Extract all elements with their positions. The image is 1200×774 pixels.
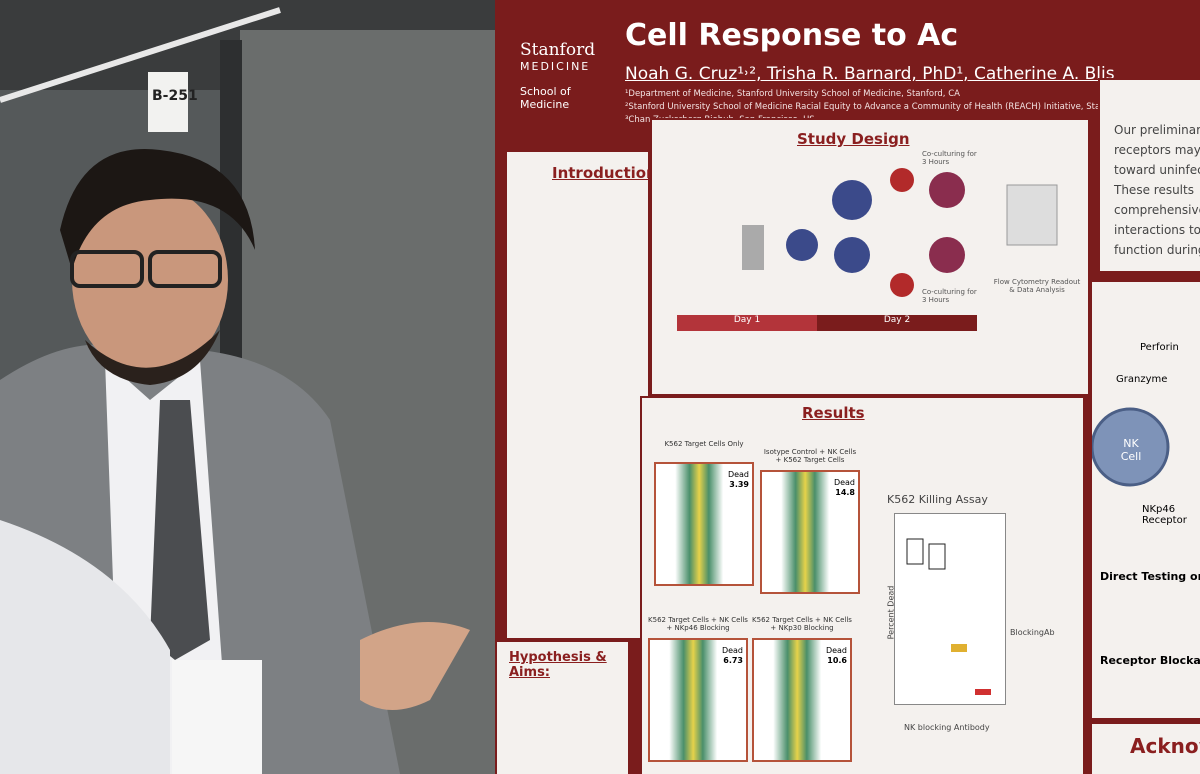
assay-x-label: NK blocking Antibody: [904, 723, 990, 732]
conclusion-line: Our preliminary: [1114, 123, 1200, 137]
day-bar: Day 1: [677, 315, 817, 331]
box: [928, 543, 946, 570]
glasses: [70, 250, 144, 288]
future-panel: Perforin Granzyme NK Cell NKp46 Receptor…: [1090, 280, 1200, 720]
badge: [172, 660, 262, 774]
cell-cluster: [890, 168, 914, 192]
flow-title: K562 Target Cells Only: [664, 440, 744, 448]
cell-cluster: [929, 172, 965, 208]
tie: [150, 400, 210, 660]
hypothesis-panel: Hypothesis & Aims:: [495, 640, 630, 774]
results-panel: Results K562 Target Cells Only Dead 3.39 Is…: [640, 396, 1085, 774]
cell-cluster: [786, 229, 818, 261]
introduction-panel: Introduction: [505, 150, 657, 640]
affiliation: ²Stanford University School of Medicine …: [625, 102, 1140, 112]
conclusion-line: interactions to: [1114, 223, 1200, 237]
design-label: Co-culturing for 3 Hours: [922, 150, 977, 166]
boxplot: [906, 538, 991, 695]
flow-panel: K562 Target Cells + NK Cells + NKp30 Blo…: [752, 616, 852, 762]
diagram-label: NKp46 Receptor: [1142, 504, 1187, 526]
section-heading: Introduction: [552, 164, 657, 182]
future-item: Direct Testing on ZIKV-I: [1100, 570, 1200, 583]
box: [951, 644, 967, 652]
day-bar: Day 2: [817, 315, 977, 331]
hand: [360, 622, 470, 710]
diagram-label: Granzyme: [1116, 374, 1168, 385]
flow-title: K562 Target Cells + NK Cells + NKp30 Blo…: [752, 616, 852, 632]
conclusion-line: These results: [1114, 183, 1194, 197]
logo-school: School of Medicine: [520, 85, 571, 111]
foreground-shoulder: [0, 520, 170, 774]
flow-plot: Dead 3.39: [654, 462, 754, 586]
future-item: Receptor Blockade Stu: [1100, 654, 1200, 667]
ceiling-light: [0, 7, 281, 103]
diagram-label: Perforin: [1140, 342, 1179, 353]
affiliation: ¹Department of Medicine, Stanford Univer…: [625, 89, 960, 99]
section-heading: Acknow: [1130, 734, 1200, 758]
separator: [742, 225, 764, 270]
authors: Noah G. Cruz¹˒², Trisha R. Barnard, PhD¹…: [625, 64, 1115, 84]
dead-value: 14.8: [835, 488, 855, 497]
glasses: [148, 250, 222, 288]
dead-label: Dead: [721, 646, 743, 655]
conclusion-line: toward uninfec: [1114, 163, 1200, 177]
conclusion-line: function during v: [1114, 243, 1200, 257]
flow-title: K562 Target Cells + NK Cells + NKp46 Blo…: [648, 616, 748, 632]
dead-value: 3.39: [729, 480, 749, 489]
section-heading: Results: [802, 404, 865, 422]
logo-name: Stanford: [520, 40, 596, 60]
design-label: Flow Cytometry Readout & Data Analysis: [993, 278, 1081, 294]
nk-cell: [1092, 407, 1170, 487]
booth-number: B-251: [152, 88, 198, 104]
cell-cluster: [890, 273, 914, 297]
diagram-label: NK Cell: [1120, 437, 1142, 463]
box: [975, 689, 991, 695]
flow-title: Isotype Control + NK Cells + K562 Target…: [763, 448, 857, 464]
conclusion-line: receptors may: [1114, 143, 1200, 157]
section-heading: Study Design: [797, 130, 910, 148]
acknowledgements-panel: Acknow: [1090, 722, 1200, 774]
flow-panel: K562 Target Cells Only Dead 3.39: [654, 440, 754, 586]
dead-value: 10.6: [827, 656, 847, 665]
section-heading: Hypothesis & Aims:: [509, 650, 607, 680]
cytometer: [1006, 184, 1058, 246]
assay-y-label: Percent Dead: [886, 585, 896, 640]
assay-title: K562 Killing Assay: [887, 493, 988, 506]
cell-cluster: [832, 180, 872, 220]
dead-label: Dead: [825, 646, 847, 655]
booth-sign: [148, 72, 188, 132]
dead-label: Dead: [833, 478, 855, 487]
conclusion-line: comprehensive: [1114, 203, 1200, 217]
legend-title: BlockingAb: [1010, 628, 1055, 637]
flow-plot: Dead 10.6: [752, 638, 852, 762]
beard: [85, 330, 220, 385]
flow-panel: Isotype Control + NK Cells + K562 Target…: [760, 448, 860, 594]
poster-title: Cell Response to Ac: [625, 18, 959, 53]
box: [906, 538, 924, 565]
flow-plot: Dead 14.8: [760, 470, 860, 594]
design-diagram: [742, 168, 1058, 297]
design-label: Co-culturing for 3 Hours: [922, 288, 977, 304]
flow-panel: K562 Target Cells + NK Cells + NKp46 Blo…: [648, 616, 748, 762]
dead-label: Dead: [727, 470, 749, 479]
cell-cluster: [929, 237, 965, 273]
study-design-panel: Study Design Co-culturing for 3 Hours Fl…: [650, 118, 1090, 396]
logo-sub: MEDICINE: [520, 60, 591, 73]
cell-cluster: [834, 237, 870, 273]
flow-plot: Dead 6.73: [648, 638, 748, 762]
assay-plot: [894, 513, 1006, 705]
logo: Stanford MEDICINE School of Medicine: [520, 40, 600, 111]
dead-value: 6.73: [723, 656, 743, 665]
nk-cell-diagram: [1092, 407, 1170, 487]
hair: [60, 149, 255, 270]
conclusions-panel: Our preliminary receptors may toward uninf…: [1098, 78, 1200, 273]
